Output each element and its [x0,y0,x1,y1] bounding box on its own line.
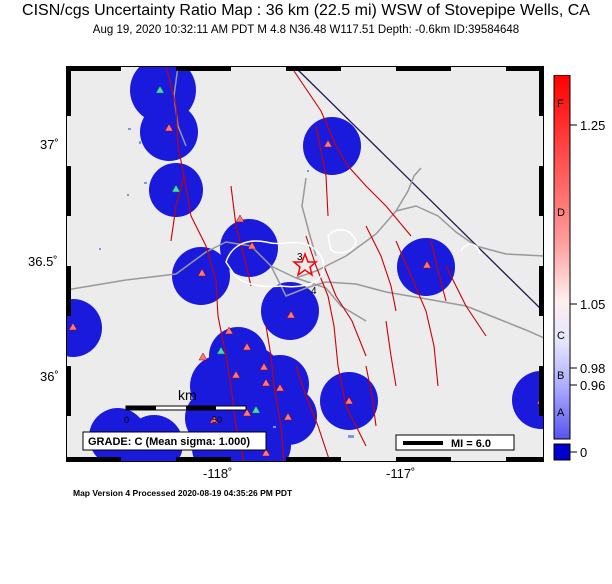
station-red [224,326,234,335]
station-red [247,241,257,250]
colorbar-tick-1-25: 1.25 [580,118,606,133]
scale-bar-unit: km [178,387,197,403]
station-label-4: 4 [311,286,317,297]
station-label-3: 3 [297,252,303,263]
event-info: Aug 19, 2020 10:32:11 AM PDT M 4.8 N36.4… [92,24,520,36]
colorbar-tick-0-96: 0.96 [580,378,606,393]
lon-label-minus-118: -118˚ [203,466,233,481]
faults [165,66,487,462]
station-green [216,346,226,355]
mmi-legend-text: MI = 6.0 [451,438,491,450]
station-red [261,448,271,457]
grade-text: GRADE: C (Mean sigma: 1.000) [88,436,250,448]
stations [68,123,544,457]
frame-ticks [66,66,544,462]
scale-bar: km 0 50 [124,387,247,425]
station-red [422,260,432,269]
colorbar-tick-0: 0 [580,445,588,460]
uncertainty-circle [512,371,544,429]
station-red [235,214,245,223]
colorbar-tick-1-05: 1.05 [580,297,606,312]
station-red [283,412,293,421]
station-red [198,352,208,361]
lat-label-37: 37˚ [40,137,59,152]
lat-label-36: 36˚ [40,369,59,384]
station-red [197,268,207,277]
station-red [323,139,333,148]
grade-letter-a: A [557,407,565,419]
station-red [209,415,219,424]
station-red [344,396,354,405]
map-version-footer: Map Version 4 Processed 2020-08-19 04:35… [73,488,293,498]
stations-green [155,85,261,414]
station-red [259,362,269,371]
grade-letter-d: D [557,207,565,219]
map-title: CISN/cgs Uncertainty Ratio Map : 36 km (… [22,2,590,19]
mmi-contour [225,229,481,288]
station-green [155,85,165,94]
station-red [286,310,296,319]
grade-letter-f: F [557,98,564,110]
grade-letter-c: C [557,330,565,342]
station-red [261,378,271,387]
mmi-legend-box: MI = 6.0 [395,434,515,451]
station-red [231,370,241,379]
station-red [242,342,252,351]
grade-letter-b: B [557,370,565,382]
scale-bar-zero: 0 [124,415,129,425]
lon-label-minus-117: -117˚ [386,466,416,481]
uncertainty-circle [140,103,198,161]
uncertainty-circle [303,117,361,175]
uncertainty-circle [66,299,102,357]
uncertainty-circle [261,282,319,340]
uncertainty-colorbar [553,75,577,461]
lat-label-36-5: 36.5˚ [28,254,58,269]
epicenter-star-icon [291,251,319,277]
uncertainty-map: 3 4 km 0 50 GRADE: C (Mean sigma: 1.000)… [66,66,544,462]
grade-box: GRADE: C (Mean sigma: 1.000) [82,431,267,451]
station-red [242,408,252,417]
station-green [251,405,261,414]
station-red [164,123,174,132]
state-boundary [293,66,544,313]
scale-bar-fifty: 50 [212,415,222,425]
station-green [171,184,181,193]
colorbar-tick-0-98: 0.98 [580,361,606,376]
lakes [99,128,354,438]
station-red [275,383,285,392]
station-red [68,322,78,331]
